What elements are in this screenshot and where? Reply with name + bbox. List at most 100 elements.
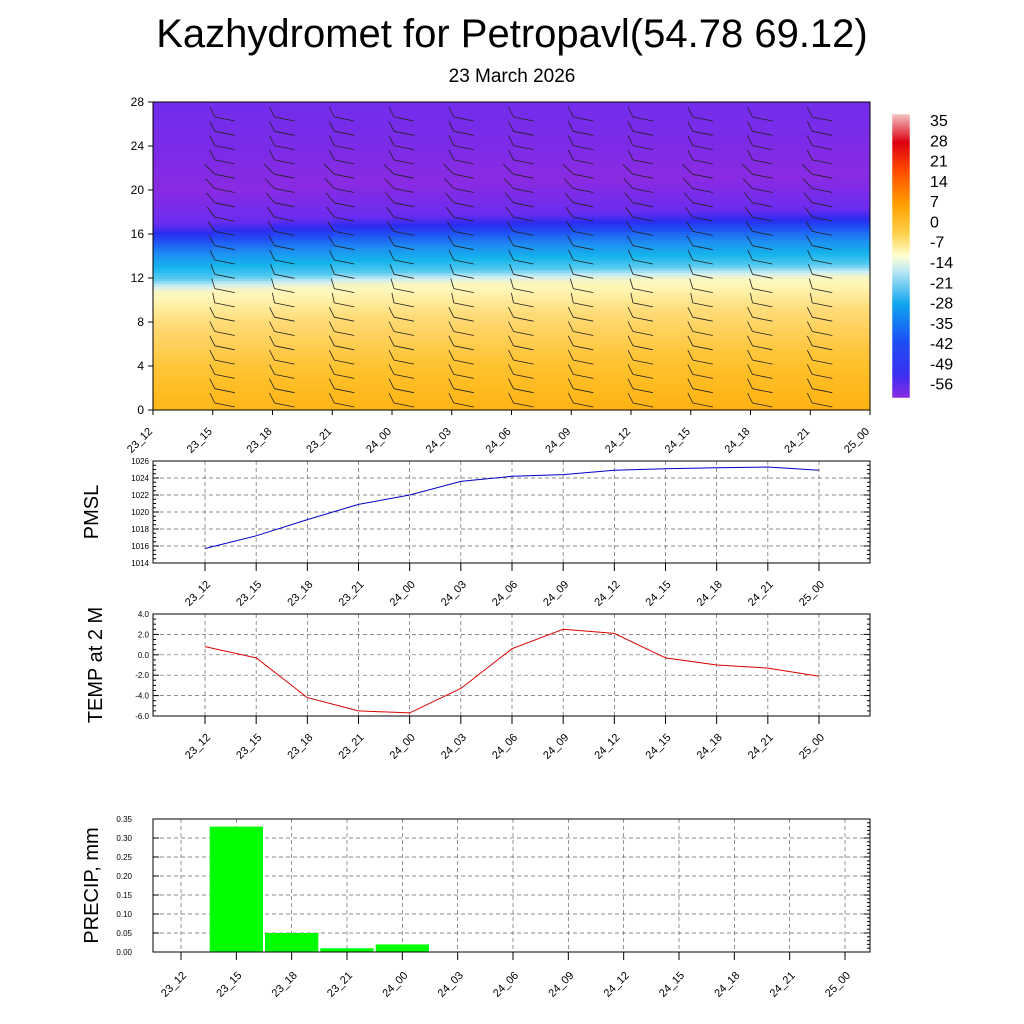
- heatmap-cell: [272, 396, 333, 400]
- heatmap-cell: [451, 154, 513, 158]
- wind-barb: [513, 273, 534, 279]
- heatmap-cell: [392, 113, 453, 117]
- wind-barb: [205, 192, 216, 204]
- heatmap-cell: [690, 217, 752, 221]
- heatmap-cell: [451, 203, 513, 208]
- heatmap-cell: [272, 377, 333, 381]
- wind-barb: [687, 307, 694, 318]
- heatmap-cell: [750, 308, 811, 312]
- heatmap-cell: [212, 146, 274, 150]
- heatmap-cell: [511, 236, 572, 241]
- wind-barb: [453, 188, 474, 193]
- heatmap-cell: [690, 407, 752, 410]
- heatmap-cell: [451, 267, 513, 271]
- heatmap-cell: [750, 187, 811, 191]
- heatmap-cell: [631, 115, 692, 120]
- heatmap-cell: [750, 236, 811, 241]
- heatmap-cell: [392, 368, 453, 373]
- heatmap-cell: [750, 388, 811, 392]
- heatmap-cell: [451, 379, 513, 384]
- heatmap-cell: [511, 388, 572, 392]
- heatmap-cell: [810, 228, 870, 232]
- heatmap-cell: [332, 399, 393, 403]
- wind-barb: [272, 292, 275, 303]
- heatmap-cell: [153, 132, 214, 136]
- heatmap-cell: [212, 151, 274, 155]
- wind-barb: [388, 249, 395, 261]
- heatmap-cell: [690, 195, 752, 199]
- wind-barb: [752, 216, 773, 222]
- heatmap-cell: [451, 352, 513, 356]
- wind-barb: [210, 264, 216, 275]
- heatmap-cell: [212, 371, 274, 375]
- heatmap-cell: [690, 223, 752, 227]
- heatmap-cell: [392, 291, 453, 296]
- heatmap-cell: [153, 137, 214, 142]
- heatmap-cell: [153, 311, 214, 315]
- wind-barb: [450, 278, 455, 289]
- heatmap-cell: [511, 330, 572, 334]
- wind-barb: [627, 106, 634, 118]
- heatmap-cell: [332, 322, 393, 326]
- heatmap-cell: [212, 388, 274, 392]
- wind-barb: [513, 259, 534, 265]
- heatmap-cell: [153, 242, 214, 246]
- heatmap-cell: [810, 305, 870, 309]
- wind-barb: [747, 307, 753, 318]
- heatmap-cell: [690, 280, 752, 285]
- heatmap-cell: [451, 407, 513, 410]
- colorbar-label: -42: [930, 336, 953, 353]
- heatmap-cell: [571, 245, 632, 249]
- heatmap-cell: [451, 195, 513, 199]
- wind-barb: [812, 145, 833, 150]
- heatmap-cell: [212, 294, 274, 298]
- heatmap-cell: [571, 223, 632, 227]
- wind-barb: [632, 316, 654, 322]
- heatmap-cell: [153, 280, 214, 285]
- heatmap-cell: [631, 203, 692, 208]
- heatmap-cell: [272, 275, 333, 279]
- heatmap-cell: [631, 333, 692, 337]
- wind-barb: [209, 106, 216, 118]
- heatmap-cell: [392, 286, 453, 290]
- heatmap-cell: [272, 146, 333, 150]
- heatmap-cell: [511, 179, 572, 183]
- heatmap-cell: [332, 137, 393, 142]
- heatmap-cell: [631, 256, 692, 260]
- heatmap-cell: [571, 275, 632, 279]
- heatmap-cell: [511, 316, 572, 320]
- x-tick-label: 23_21: [325, 970, 355, 1000]
- wind-barb: [208, 235, 216, 246]
- wind-barb: [269, 392, 275, 404]
- heatmap-cell: [571, 256, 632, 260]
- heatmap-cell: [212, 269, 274, 274]
- heatmap-cell: [750, 154, 811, 158]
- heatmap-cell: [810, 195, 870, 199]
- heatmap-cell: [810, 363, 870, 367]
- wind-barb: [453, 345, 474, 351]
- heatmap-cell: [212, 203, 274, 208]
- heatmap-cell: [451, 126, 513, 131]
- heatmap-cell: [690, 264, 752, 268]
- heatmap-cell: [810, 102, 870, 106]
- heatmap-cell: [153, 228, 214, 232]
- heatmap-cell: [332, 181, 393, 186]
- heatmap-cell: [631, 275, 692, 279]
- heatmap-cell: [690, 236, 752, 241]
- heatmap-cell: [571, 162, 632, 166]
- heatmap-cell: [332, 390, 393, 395]
- wind-barb: [393, 316, 415, 322]
- wind-barb: [513, 202, 534, 208]
- heatmap-cell: [750, 267, 811, 271]
- wind-barb: [812, 173, 833, 179]
- heatmap-cell: [272, 390, 333, 395]
- wind-barb: [806, 106, 813, 118]
- heatmap-cell: [392, 289, 453, 293]
- heatmap-cell: [332, 346, 393, 351]
- heatmap-cell: [272, 407, 333, 410]
- wind-barb: [388, 149, 395, 161]
- wind-barb: [569, 278, 574, 289]
- heatmap-cell: [750, 239, 811, 243]
- heatmap-cell: [212, 393, 274, 397]
- wind-barb: [752, 288, 773, 293]
